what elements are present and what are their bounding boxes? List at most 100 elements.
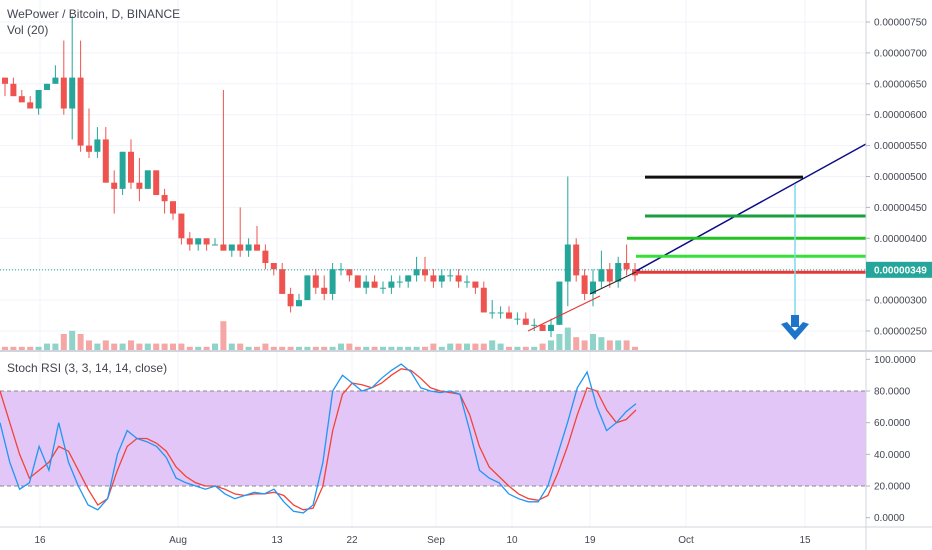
candle-body — [2, 77, 8, 84]
volume-bar — [581, 340, 588, 350]
stoch-band — [0, 391, 866, 486]
drawing-annotations[interactable] — [0, 143, 867, 340]
time-tick-label: 22 — [346, 535, 358, 546]
candle-body — [254, 244, 260, 251]
candle-body — [598, 269, 605, 282]
candle-body — [354, 275, 361, 288]
volume-bar — [623, 340, 630, 350]
candle-body — [464, 281, 470, 283]
black-trendline — [589, 269, 641, 295]
candle-body — [44, 83, 50, 90]
volume-bar — [2, 346, 8, 350]
volume-bar — [69, 330, 76, 350]
candle-body — [178, 213, 185, 239]
candle-body — [279, 269, 286, 294]
down-arrow-icon — [781, 322, 809, 340]
candle-body — [195, 238, 202, 245]
volume-bar — [531, 346, 538, 350]
volume-bar — [413, 346, 420, 350]
candle-body — [60, 77, 67, 109]
candle-body — [262, 250, 269, 264]
candle-body — [371, 281, 378, 288]
symbol-title[interactable]: WePower / Bitcoin, D, BINANCE — [7, 7, 180, 21]
volume-bar — [497, 343, 504, 350]
volume-title[interactable]: Vol (20) — [7, 23, 48, 37]
candle-body — [447, 275, 454, 277]
volume-bar — [77, 334, 84, 350]
candle-body — [304, 275, 311, 301]
candle-body — [363, 281, 370, 288]
volume-bar — [514, 346, 521, 350]
stoch-axis[interactable]: 100.0000 80.0000 60.0000 40.0000 20.0000 0.00… — [866, 355, 916, 524]
time-tick-label: 10 — [506, 535, 518, 546]
candle-body — [430, 275, 437, 282]
time-axis[interactable]: 16 Aug 13 22 Sep 10 19 Oct 15 — [34, 535, 811, 546]
candle-body — [312, 275, 319, 288]
volume-bar — [438, 346, 445, 350]
volume-bar — [354, 346, 361, 350]
volume-bar — [10, 346, 17, 350]
volume-bar — [522, 346, 529, 350]
volume-bar — [564, 327, 571, 350]
volume-bar — [396, 346, 403, 350]
stoch-k-line — [0, 363, 637, 514]
volume-bar — [556, 334, 563, 350]
stoch-rsi-lines — [0, 363, 637, 514]
candle-body — [270, 263, 277, 270]
candle-body — [422, 269, 428, 276]
volume-bar — [363, 346, 370, 350]
candle-body — [329, 269, 336, 294]
candle-body — [321, 287, 328, 294]
last-price-badge — [866, 261, 932, 278]
candle-body — [497, 312, 504, 314]
candle-body — [69, 77, 76, 109]
time-tick-label: Oct — [678, 535, 694, 546]
volume-bar — [195, 346, 202, 350]
candle-body — [380, 287, 386, 289]
volume-bar — [111, 343, 118, 350]
volume-bar — [18, 346, 25, 350]
stoch-title[interactable]: Stoch RSI (3, 3, 14, 14, close) — [7, 361, 167, 375]
time-tick-label: 15 — [799, 535, 811, 546]
stoch-tick-label: 0.0000 — [874, 513, 905, 524]
candle-body — [405, 275, 412, 282]
candle-body — [346, 269, 353, 276]
candle-body — [623, 263, 630, 270]
volume-bar — [338, 343, 344, 350]
candle-body — [338, 269, 344, 271]
volume-bar — [455, 343, 462, 350]
volume-bar — [212, 343, 218, 350]
volume-bar — [35, 346, 42, 350]
price-axis[interactable]: 0.00000750 0.00000700 0.00000650 0.00000600… — [866, 18, 932, 338]
stoch-tick-label: 20.0000 — [874, 482, 911, 493]
candle-body — [438, 275, 445, 282]
candle-body — [573, 244, 580, 276]
candle-body — [413, 269, 420, 276]
volume-bar — [153, 343, 160, 350]
volume-bar — [170, 343, 176, 350]
volume-bar — [615, 340, 622, 350]
volume-bar — [102, 340, 109, 350]
volume-bar — [422, 346, 428, 350]
price-tick-label: 0.00000450 — [874, 203, 927, 214]
volume-bar — [506, 346, 512, 350]
stoch-tick-label: 60.0000 — [874, 418, 911, 429]
stoch-tick-label: 80.0000 — [874, 387, 911, 398]
candle-body — [128, 151, 134, 183]
candle-body — [480, 287, 487, 313]
candlesticks[interactable] — [2, 15, 638, 338]
volume-bar — [598, 337, 605, 350]
candle-body — [18, 96, 25, 103]
candle-body — [212, 244, 218, 246]
time-tick-label: 13 — [271, 535, 283, 546]
volume-bar — [606, 340, 613, 350]
volume-bar — [321, 346, 328, 350]
time-tick-label: 19 — [584, 535, 596, 546]
volume-bar — [447, 343, 454, 350]
candle-body — [10, 83, 17, 97]
candle-body — [228, 244, 235, 251]
candle-body — [514, 318, 521, 320]
volume-bar — [539, 343, 546, 350]
volume-bars — [2, 321, 638, 350]
